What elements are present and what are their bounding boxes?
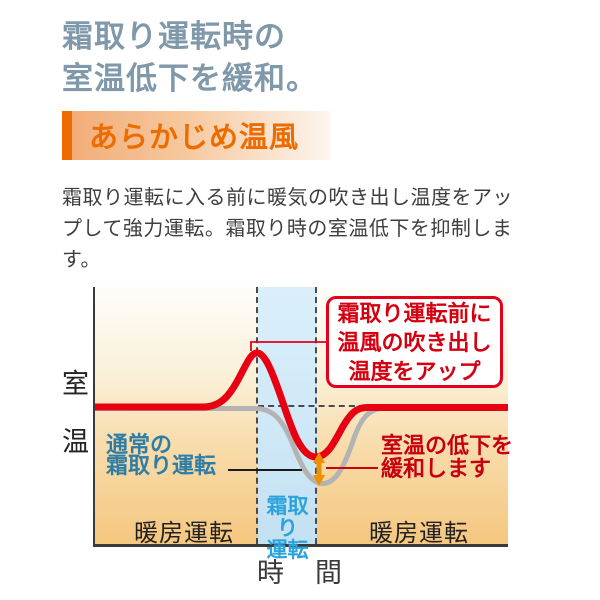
normal-defrost-label-line1: 通常の	[106, 432, 173, 457]
page-title: 霜取り運転時の 室温低下を緩和。	[62, 16, 318, 100]
callout-line2: 温風の吹き出し	[337, 329, 492, 355]
boosted-temperature-curve	[95, 349, 508, 461]
defrost-band-label-line2: 運転	[266, 539, 309, 562]
page-title-line1: 霜取り運転時の	[62, 19, 286, 54]
x-axis-label: 時 間	[257, 558, 344, 588]
page-title-line2: 室温低下を緩和。	[62, 61, 318, 96]
defrost-band-label: 霜取り 運転	[258, 496, 317, 562]
normal-defrost-label: 通常の 霜取り運転	[106, 432, 217, 478]
defrost-band-label-line1: 霜取り	[266, 495, 309, 540]
banner-label: あらかじめ温風	[89, 121, 300, 154]
callout-box: 霜取り運転前に 温風の吹き出し 温度をアップ	[326, 296, 503, 388]
callout-connector	[250, 341, 326, 351]
phase-label-heating-left: 暖房運転	[134, 520, 234, 547]
dashed-line-band-left	[256, 287, 258, 544]
normal-defrost-curve	[95, 405, 387, 487]
temperature-gap-arrow-icon	[313, 452, 325, 486]
temperature-chart: 通常の 霜取り運転 室温の低下を 緩和します 暖房運転 霜取り 運転 暖房運転 …	[93, 287, 513, 562]
banner-accent-bar	[62, 111, 72, 160]
y-axis-label-char1: 室	[62, 369, 89, 399]
phase-label-heating-right: 暖房運転	[369, 520, 469, 547]
result-label: 室温の低下を 緩和します	[381, 434, 513, 480]
result-label-line1: 室温の低下を	[381, 433, 514, 458]
result-label-line2: 緩和します	[381, 456, 492, 481]
y-axis-label-char2: 温	[62, 427, 89, 457]
dashed-line-band-right	[315, 287, 317, 544]
callout-line3: 温度をアップ	[348, 358, 481, 384]
callout-line1: 霜取り運転前に	[337, 300, 492, 326]
temperature-curves	[95, 341, 508, 487]
dashed-baseline	[258, 405, 365, 407]
feature-banner: あらかじめ温風	[62, 111, 330, 160]
feature-description: 霜取り運転に入る前に暖気の吹き出し温度をアップして強力運転。霜取り時の室温低下を…	[62, 187, 513, 271]
normal-defrost-label-line2: 霜取り運転	[106, 453, 217, 478]
